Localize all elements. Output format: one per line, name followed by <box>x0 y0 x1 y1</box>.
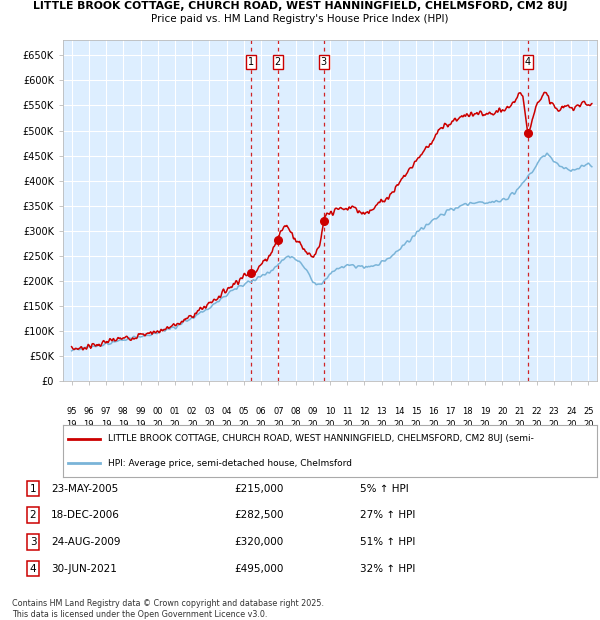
Text: 20: 20 <box>532 420 542 430</box>
Text: 20: 20 <box>463 420 473 430</box>
Text: 20: 20 <box>325 420 335 430</box>
Text: 20: 20 <box>170 420 180 430</box>
Text: 14: 14 <box>394 407 404 417</box>
Text: 12: 12 <box>359 407 370 417</box>
Text: 20: 20 <box>342 420 352 430</box>
Text: 1: 1 <box>29 484 37 494</box>
Text: 02: 02 <box>187 407 197 417</box>
Text: 20: 20 <box>566 420 577 430</box>
Text: 10: 10 <box>325 407 335 417</box>
Text: 2: 2 <box>275 57 281 67</box>
Text: HPI: Average price, semi-detached house, Chelmsford: HPI: Average price, semi-detached house,… <box>109 459 352 467</box>
Text: 20: 20 <box>204 420 215 430</box>
Text: 20: 20 <box>497 420 508 430</box>
Text: 18-DEC-2006: 18-DEC-2006 <box>51 510 120 520</box>
Text: 20: 20 <box>480 420 490 430</box>
Text: 20: 20 <box>411 420 421 430</box>
Text: 19: 19 <box>101 420 112 430</box>
Text: 17: 17 <box>445 407 456 417</box>
Text: 20: 20 <box>187 420 197 430</box>
Text: 24-AUG-2009: 24-AUG-2009 <box>51 537 121 547</box>
Text: 3: 3 <box>29 537 37 547</box>
Text: 05: 05 <box>239 407 249 417</box>
Text: 20: 20 <box>428 420 439 430</box>
Text: 19: 19 <box>118 420 128 430</box>
Text: 1: 1 <box>247 57 254 67</box>
Text: 04: 04 <box>221 407 232 417</box>
Text: 5% ↑ HPI: 5% ↑ HPI <box>360 484 409 494</box>
Text: 20: 20 <box>290 420 301 430</box>
Text: 2: 2 <box>29 510 37 520</box>
Text: LITTLE BROOK COTTAGE, CHURCH ROAD, WEST HANNINGFIELD, CHELMSFORD, CM2 8UJ (semi-: LITTLE BROOK COTTAGE, CHURCH ROAD, WEST … <box>109 435 534 443</box>
Text: £215,000: £215,000 <box>234 484 283 494</box>
Text: 18: 18 <box>463 407 473 417</box>
Text: 23: 23 <box>548 407 559 417</box>
Text: £320,000: £320,000 <box>234 537 283 547</box>
Text: 20: 20 <box>583 420 593 430</box>
Text: 21: 21 <box>514 407 525 417</box>
Text: 20: 20 <box>256 420 266 430</box>
Text: 4: 4 <box>525 57 531 67</box>
Text: 20: 20 <box>273 420 284 430</box>
Text: 4: 4 <box>29 564 37 574</box>
Text: 27% ↑ HPI: 27% ↑ HPI <box>360 510 415 520</box>
Text: 20: 20 <box>308 420 318 430</box>
Text: 19: 19 <box>135 420 146 430</box>
Text: 22: 22 <box>532 407 542 417</box>
Text: Contains HM Land Registry data © Crown copyright and database right 2025.
This d: Contains HM Land Registry data © Crown c… <box>12 600 324 619</box>
Text: 97: 97 <box>101 407 112 417</box>
Text: 01: 01 <box>170 407 180 417</box>
Text: 11: 11 <box>342 407 352 417</box>
Text: 13: 13 <box>376 407 387 417</box>
Text: 19: 19 <box>480 407 490 417</box>
Text: 32% ↑ HPI: 32% ↑ HPI <box>360 564 415 574</box>
Text: 08: 08 <box>290 407 301 417</box>
Text: 20: 20 <box>221 420 232 430</box>
Text: 20: 20 <box>239 420 249 430</box>
Text: 19: 19 <box>83 420 94 430</box>
Text: 16: 16 <box>428 407 439 417</box>
Text: 20: 20 <box>394 420 404 430</box>
Text: 20: 20 <box>548 420 559 430</box>
Text: 23-MAY-2005: 23-MAY-2005 <box>51 484 118 494</box>
Text: 24: 24 <box>566 407 577 417</box>
Text: 00: 00 <box>152 407 163 417</box>
Text: 51% ↑ HPI: 51% ↑ HPI <box>360 537 415 547</box>
Text: Price paid vs. HM Land Registry's House Price Index (HPI): Price paid vs. HM Land Registry's House … <box>151 14 449 24</box>
Text: £495,000: £495,000 <box>234 564 283 574</box>
Text: 30-JUN-2021: 30-JUN-2021 <box>51 564 117 574</box>
Text: 07: 07 <box>273 407 284 417</box>
Text: 25: 25 <box>583 407 593 417</box>
Text: 03: 03 <box>204 407 215 417</box>
Text: 95: 95 <box>67 407 77 417</box>
Text: 20: 20 <box>376 420 387 430</box>
Text: 06: 06 <box>256 407 266 417</box>
Text: 20: 20 <box>497 407 508 417</box>
Text: 15: 15 <box>411 407 421 417</box>
Text: 98: 98 <box>118 407 128 417</box>
Text: 99: 99 <box>135 407 146 417</box>
Text: 19: 19 <box>67 420 77 430</box>
Text: £282,500: £282,500 <box>234 510 284 520</box>
Text: 20: 20 <box>514 420 525 430</box>
Text: 20: 20 <box>445 420 456 430</box>
Text: 20: 20 <box>359 420 370 430</box>
Text: 96: 96 <box>83 407 94 417</box>
Text: 20: 20 <box>152 420 163 430</box>
Text: 3: 3 <box>321 57 327 67</box>
Text: 09: 09 <box>308 407 318 417</box>
Text: LITTLE BROOK COTTAGE, CHURCH ROAD, WEST HANNINGFIELD, CHELMSFORD, CM2 8UJ: LITTLE BROOK COTTAGE, CHURCH ROAD, WEST … <box>33 1 567 11</box>
